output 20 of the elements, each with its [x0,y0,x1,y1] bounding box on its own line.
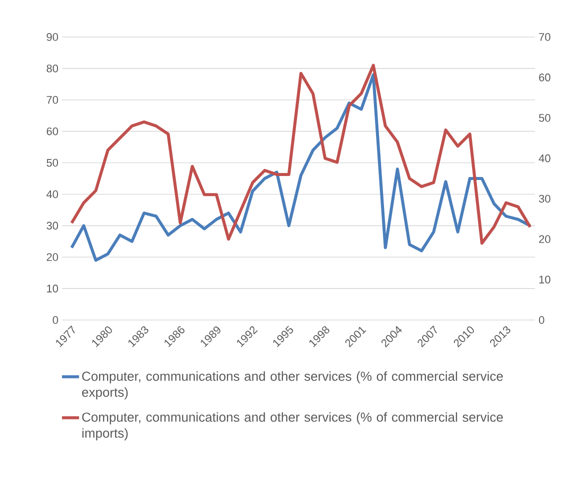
y-tick-label: 30 [46,222,58,230]
y-tick-label: 40 [46,190,58,198]
legend-label: Computer, communications and other services (% of commercial service imports) [82,412,503,440]
y-tick-label: 60 [46,127,58,136]
y-tick-label: 50 [46,158,58,167]
y2-tick-label: 0 [538,316,544,324]
y2-tick-label: 70 [539,33,550,41]
y-tick-label: 70 [46,96,58,104]
y-tick-label: 80 [46,64,58,72]
y2-tick-label: 20 [539,235,550,244]
y-tick-label: 10 [47,284,58,292]
y2-tick-label: 50 [538,114,550,122]
y2-tick-label: 30 [538,194,550,203]
y-tick-label: 90 [46,33,58,41]
y-tick-label: 0 [52,316,58,324]
y2-tick-label: 40 [538,154,550,162]
legend-label: Computer, communications and other services (% of commercial service exports) [82,371,503,400]
y2-tick-label: 60 [539,74,550,82]
y2-tick-label: 10 [539,276,550,284]
y-tick-label: 20 [46,253,58,262]
